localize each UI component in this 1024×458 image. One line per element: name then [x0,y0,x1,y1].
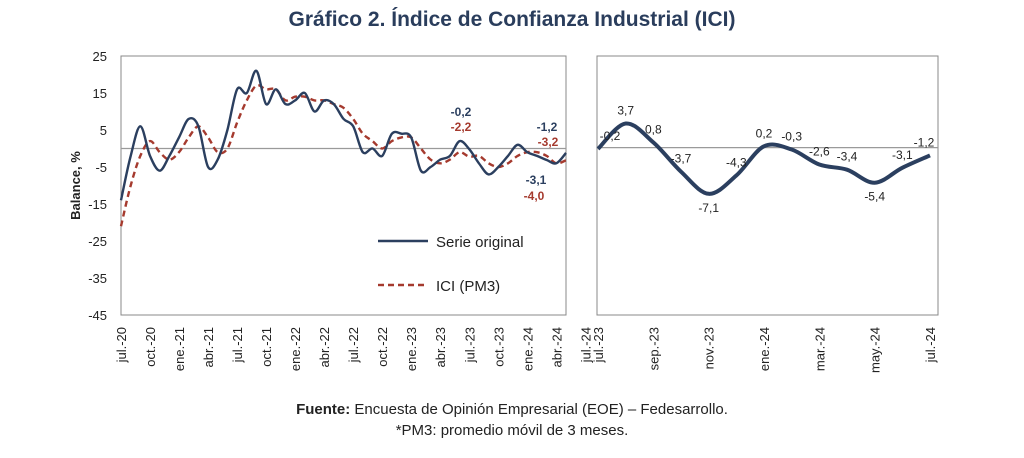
x-tick-label: abr.-22 [317,327,332,367]
right-plot-frame [596,55,939,316]
data-label: -4,0 [524,189,545,203]
source-text: Encuesta de Opinión Empresarial (EOE) – … [354,401,728,418]
chart-footer: Fuente: Encuesta de Opinión Empresarial … [0,399,1024,441]
data-label: -3,4 [837,150,858,164]
data-label: -2,6 [809,145,830,159]
data-label: -0,3 [781,130,802,144]
y-tick-label: 5 [100,123,107,138]
data-label: -0,2 [451,105,472,119]
x-tick-label: oct.-23 [491,327,506,367]
data-label: -3,2 [538,135,559,149]
legend-label-original: Serie original [436,234,524,251]
source-label: Fuente: [296,401,351,418]
x-tick-label: jul.-23 [462,327,477,363]
data-label: 0,8 [645,122,662,136]
x-tick-label: jul.-24 [923,327,938,363]
data-label: -0,2 [600,129,621,143]
x-tick-label: jul.-21 [230,327,245,363]
data-label: -5,4 [864,190,885,204]
x-tick-label: sep.-23 [646,327,661,370]
y-tick-label: 15 [93,86,107,101]
x-tick-label: abr.-24 [549,327,564,367]
legend-label-pm3: ICI (PM3) [436,278,500,295]
data-label: -2,2 [451,120,472,134]
x-tick-label: jul.-23 [591,327,606,363]
x-tick-label: ene.-24 [520,327,535,371]
left-plot-frame [120,55,567,316]
x-tick-label: abr.-21 [201,327,216,367]
data-label: -3,7 [671,152,692,166]
y-tick-label: -15 [88,197,107,212]
data-label: -1,2 [537,120,558,134]
x-tick-label: jul.-20 [114,327,129,363]
y-tick-label: -35 [88,271,107,286]
source-line: Fuente: Encuesta de Opinión Empresarial … [0,399,1024,420]
x-tick-label: ene.-22 [288,327,303,371]
y-tick-label: -25 [88,234,107,249]
x-tick-label: mar.-24 [812,327,827,371]
x-tick-label: oct.-22 [375,327,390,367]
series-line-recent [596,121,931,196]
data-label: -3,1 [526,173,547,187]
x-tick-label: jul.-24 [578,327,593,363]
y-tick-label: 25 [93,49,107,64]
chart-title: Gráfico 2. Índice de Confianza Industria… [288,8,736,31]
x-tick-label: ene.-23 [404,327,419,371]
series-line-pm3 [119,84,567,227]
x-tick-label: oct.-20 [143,327,158,367]
y-tick-label: -5 [95,160,107,175]
footnote: *PM3: promedio móvil de 3 meses. [395,422,629,439]
y-tick-label: -45 [88,308,107,323]
x-tick-label: jul.-22 [346,327,361,363]
data-label: -1,2 [914,135,935,149]
data-label: -3,1 [892,148,913,162]
data-label: -4,3 [726,156,747,170]
y-axis-label: Balance, % [68,151,83,220]
data-label: -7,1 [698,201,719,215]
x-tick-label: may.-24 [868,327,883,373]
series-line-original [119,69,567,201]
x-tick-label: ene.-21 [172,327,187,371]
x-tick-label: oct.-21 [259,327,274,367]
data-label: 3,7 [617,104,634,118]
x-tick-label: nov.-23 [702,327,717,369]
data-label: 0,2 [756,126,773,140]
x-tick-label: ene.-24 [757,327,772,371]
x-tick-label: abr.-23 [433,327,448,367]
